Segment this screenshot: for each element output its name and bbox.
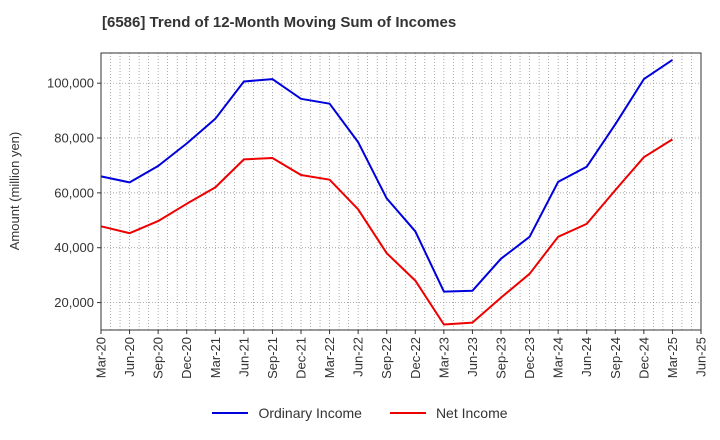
x-tick-label: Jun-25 [694, 337, 709, 377]
legend-label-ordinary-income: Ordinary Income [258, 405, 362, 421]
y-tick-label: 60,000 [54, 185, 94, 200]
x-tick-label: Mar-22 [322, 337, 337, 378]
y-tick-label: 20,000 [54, 295, 94, 310]
x-tick-label: Sep-21 [265, 337, 280, 379]
x-tick-label: Sep-23 [494, 337, 509, 379]
x-tick-label: Dec-23 [522, 337, 537, 379]
x-tick-label: Sep-22 [379, 337, 394, 379]
legend-label-net-income: Net Income [435, 405, 508, 421]
x-tick-label: Dec-22 [408, 337, 423, 379]
x-tick-label: Sep-24 [608, 337, 623, 379]
x-tick-label: Jun-20 [122, 337, 137, 377]
y-tick-label: 40,000 [54, 240, 94, 255]
x-tick-label: Sep-20 [151, 337, 166, 379]
y-axis-label: Amount (million yen) [7, 132, 22, 251]
x-tick-label: Dec-20 [179, 337, 194, 379]
x-tick-label: Jun-22 [351, 337, 366, 377]
x-tick-label: Jun-21 [236, 337, 251, 377]
grid [101, 53, 701, 330]
x-tick-label: Mar-23 [436, 337, 451, 378]
series-lines [100, 59, 673, 326]
x-axis-ticks: Mar-20 Jun-20 Sep-20 Dec-20 Mar-21 Jun-21 Sep-… [94, 330, 709, 379]
series-line-ordinary-income [100, 59, 673, 293]
y-axis-ticks: 20,000 40,000 60,000 80,000 100,000 [47, 76, 101, 310]
x-tick-label: Jun-23 [465, 337, 480, 377]
legend-swatch-ordinary-income [212, 412, 249, 414]
legend-swatch-net-income [389, 412, 426, 414]
series-line-net-income [100, 138, 673, 326]
x-tick-label: Jun-24 [579, 337, 594, 377]
plot-frame [100, 52, 702, 331]
y-tick-label: 80,000 [54, 131, 94, 146]
x-tick-label: Dec-24 [636, 337, 651, 379]
x-tick-label: Mar-24 [551, 337, 566, 378]
chart-title: [6586] Trend of 12-Month Moving Sum of I… [102, 14, 457, 31]
x-tick-label: Mar-21 [208, 337, 223, 378]
x-tick-label: Dec-21 [294, 337, 309, 379]
legend-item-net-income: Net Income [389, 405, 508, 421]
legend: Ordinary Income Net Income [0, 405, 720, 421]
y-tick-label: 100,000 [47, 76, 94, 91]
x-tick-label: Mar-20 [94, 337, 109, 378]
legend-item-ordinary-income: Ordinary Income [212, 405, 362, 421]
plot-area-border [100, 52, 702, 331]
x-tick-label: Mar-25 [665, 337, 680, 378]
